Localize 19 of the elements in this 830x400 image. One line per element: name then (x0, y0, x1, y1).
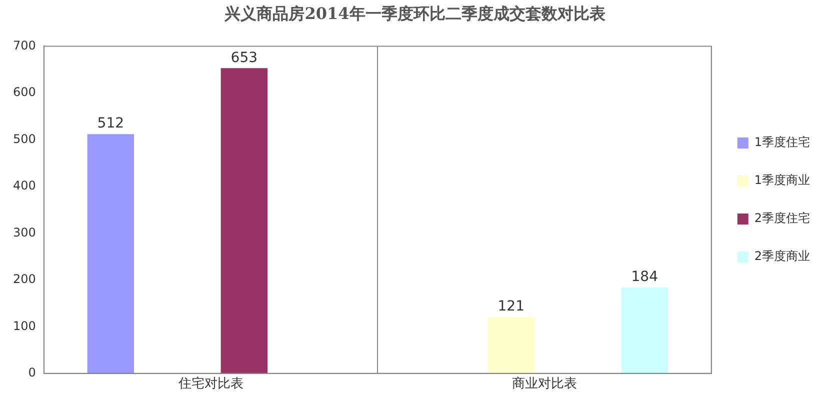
legend-label: 1季度住宅 (754, 135, 810, 150)
legend-label: 2季度商业 (754, 249, 810, 264)
y-tick-label: 100 (13, 318, 36, 333)
y-tick-label: 200 (13, 272, 36, 286)
y-tick-label: 300 (13, 225, 36, 240)
legend-label: 1季度商业 (754, 173, 810, 188)
y-tick-label: 700 (13, 38, 36, 52)
x-tick-label: 住宅对比表 (177, 376, 244, 392)
y-tick-label: 600 (13, 85, 36, 100)
x-tick-label: 商业对比表 (512, 376, 577, 392)
y-tick-label: 500 (13, 132, 36, 146)
chart-title: 兴义商品房2014年一季度环比二季度成交套数对比表 (224, 4, 606, 23)
data-label: 184 (631, 269, 658, 286)
y-tick-label: 0 (28, 366, 36, 380)
data-label: 121 (498, 298, 524, 314)
y-tick-label: 400 (13, 178, 36, 193)
data-label: 653 (230, 50, 258, 66)
data-label: 512 (97, 116, 124, 132)
legend-label: 2季度住宅 (754, 211, 810, 226)
